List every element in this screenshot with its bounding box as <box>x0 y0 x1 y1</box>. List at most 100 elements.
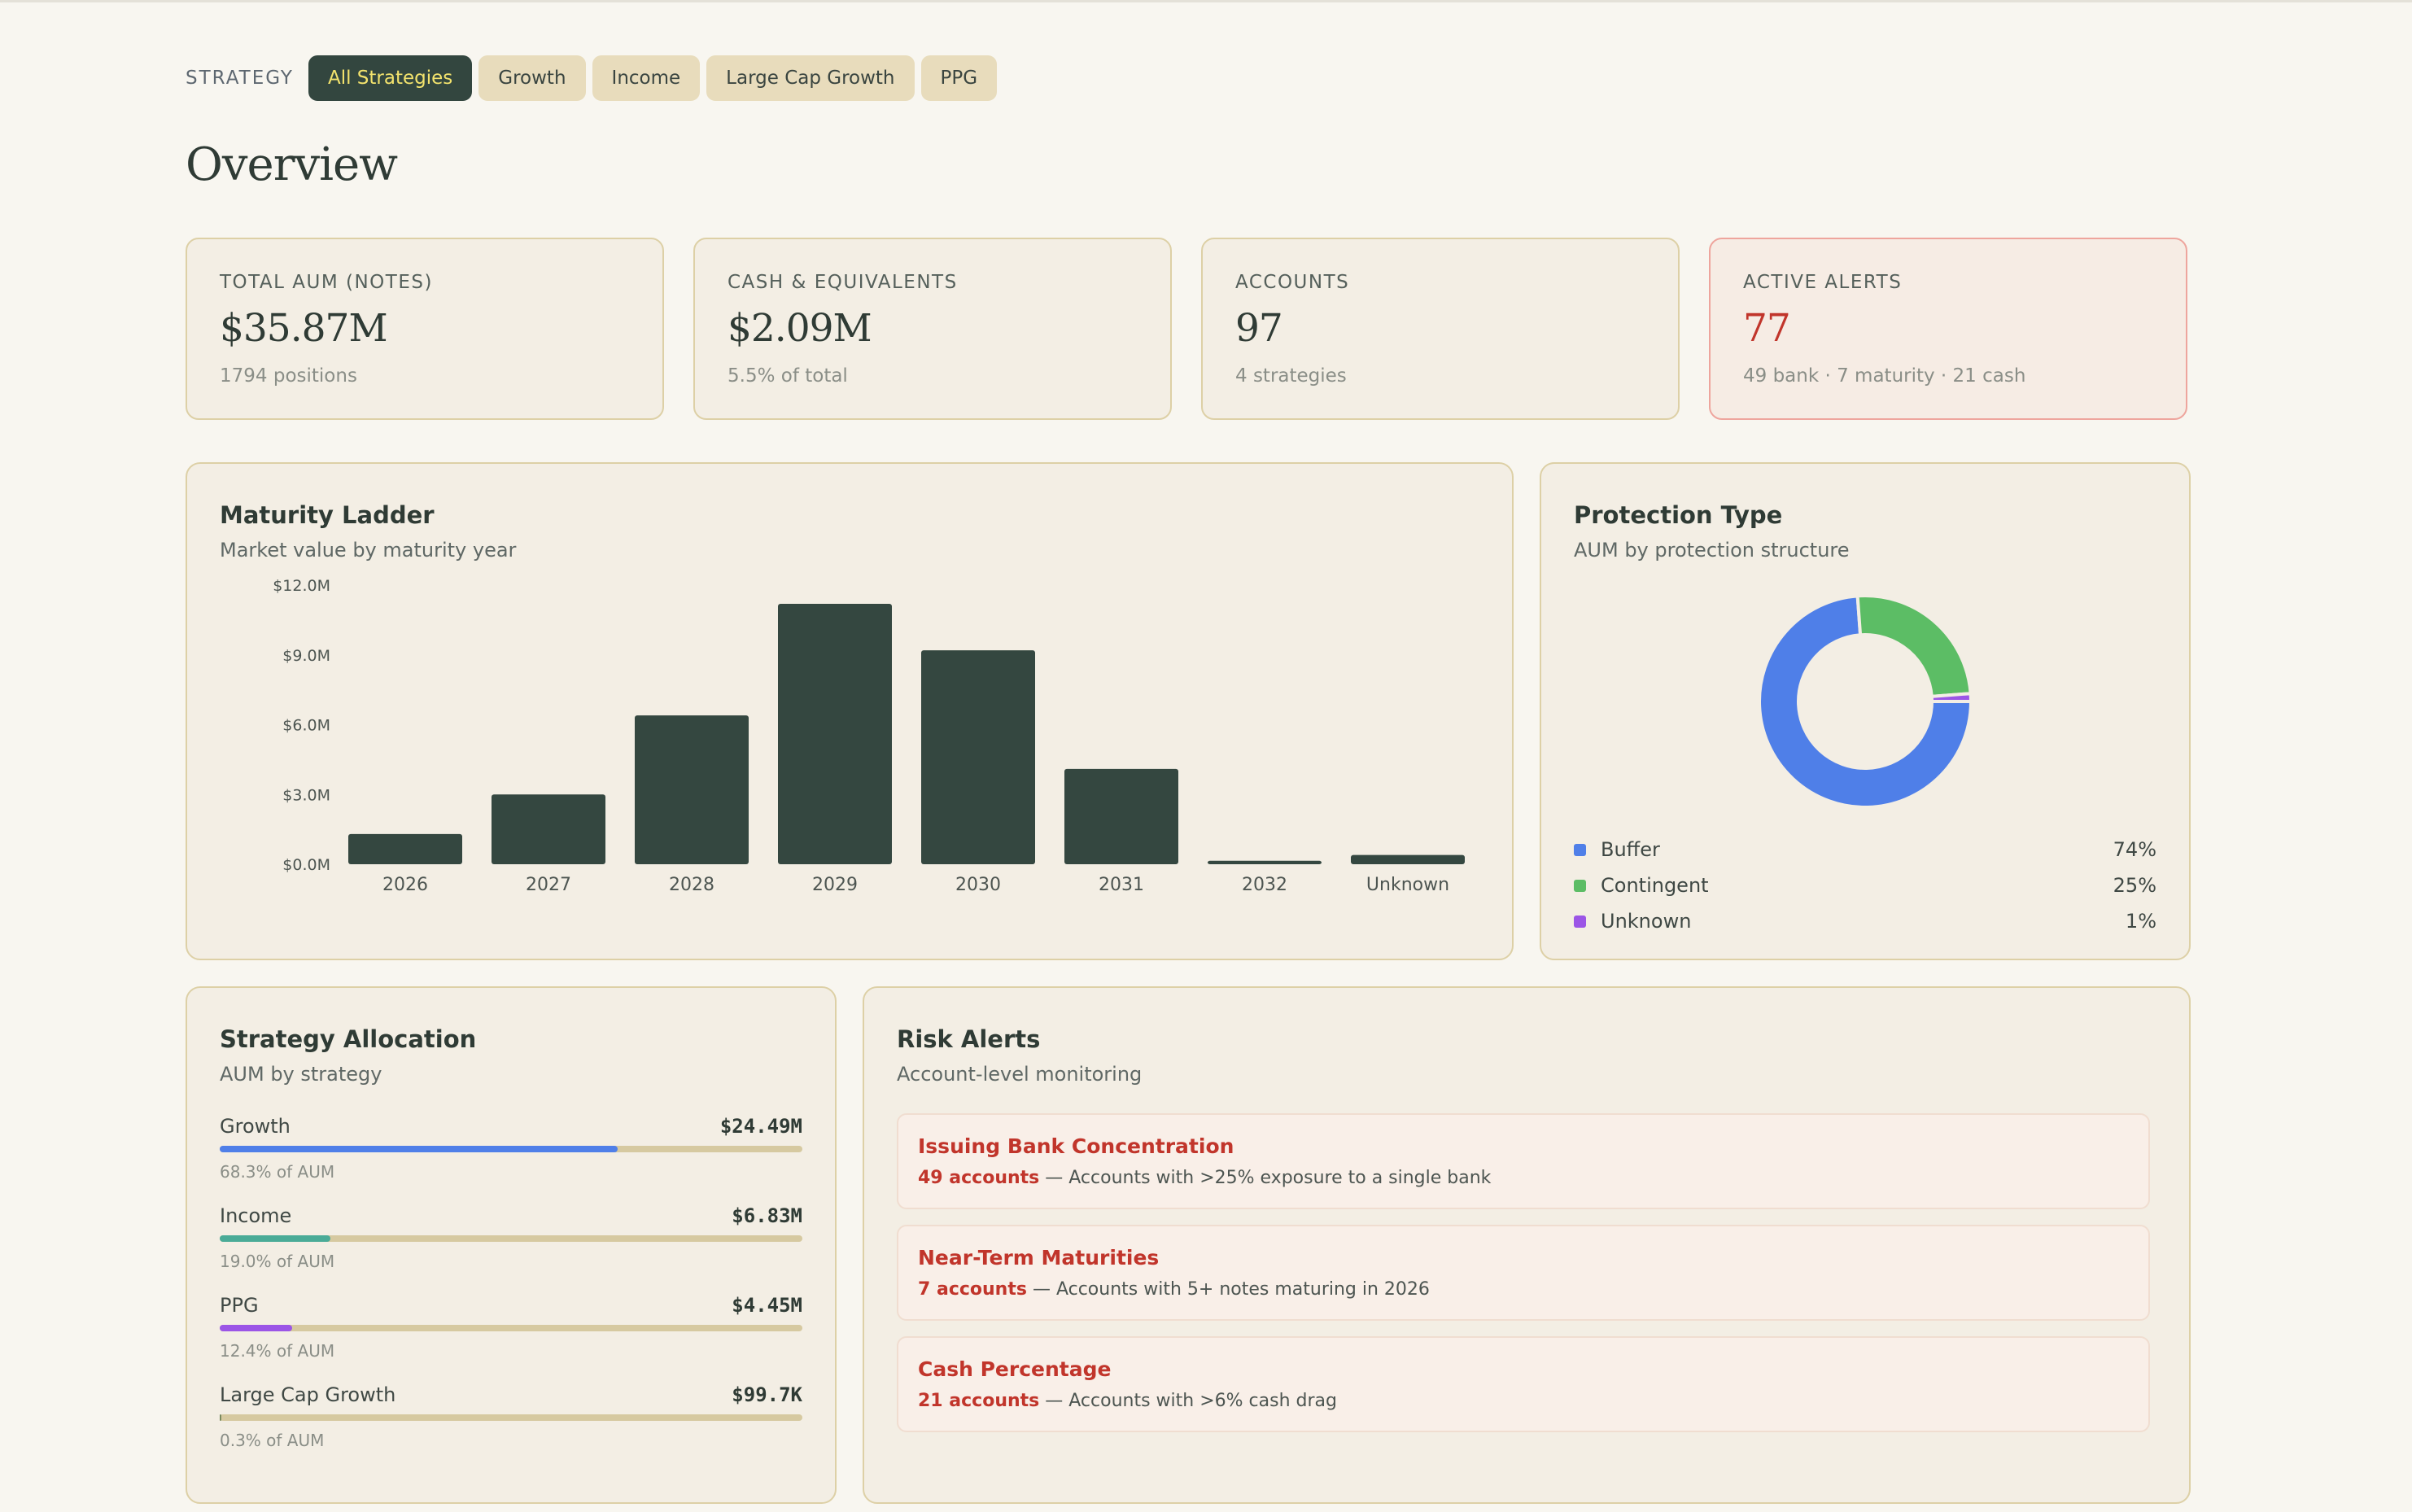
bar-2027[interactable] <box>492 794 605 864</box>
protection-donut-chart <box>1758 594 1973 809</box>
x-tick-label: 2028 <box>669 875 714 895</box>
bar-2028[interactable] <box>635 715 749 864</box>
kpi-card-cash: CASH & EQUIVALENTS $2.09M 5.5% of total <box>693 238 1172 420</box>
y-tick-label: $12.0M <box>273 577 330 595</box>
legend-label: Contingent <box>1601 874 1709 897</box>
allocation-value: $99.7K <box>732 1383 802 1406</box>
allocation-percent: 0.3% of AUM <box>220 1431 325 1450</box>
chip-growth[interactable]: Growth <box>478 55 586 101</box>
allocation-name: Income <box>220 1204 292 1227</box>
donut-slice-buffer[interactable] <box>1758 594 1973 809</box>
kpi-subtext: 49 bank · 7 maturity · 21 cash <box>1743 365 2026 387</box>
allocation-bar-track <box>220 1235 802 1242</box>
alert-title: Cash Percentage <box>918 1357 1112 1381</box>
alert-near-term-maturities[interactable]: Near-Term Maturities 7 accounts — Accoun… <box>897 1225 2150 1321</box>
kpi-card-total-aum: TOTAL AUM (NOTES) $35.87M 1794 positions <box>186 238 664 420</box>
kpi-subtext: 5.5% of total <box>728 365 848 387</box>
bar-2032[interactable] <box>1208 860 1322 864</box>
bar-2031[interactable] <box>1064 768 1178 864</box>
kpi-label: ACCOUNTS <box>1235 272 1350 293</box>
legend-percent: 1% <box>2125 910 2156 933</box>
kpi-subtext: 1794 positions <box>220 365 357 387</box>
protection-type-panel: Protection Type AUM by protection struct… <box>1540 462 2191 960</box>
kpi-card-accounts: ACCOUNTS 97 4 strategies <box>1201 238 1680 420</box>
kpi-label: CASH & EQUIVALENTS <box>728 272 958 293</box>
panel-title: Risk Alerts <box>897 1025 1041 1053</box>
bar-2029[interactable] <box>778 604 892 864</box>
top-border <box>0 0 2412 2</box>
kpi-label: TOTAL AUM (NOTES) <box>220 272 433 293</box>
strategy-filter-label: STRATEGY <box>186 68 294 89</box>
x-tick-label: 2027 <box>526 875 571 895</box>
allocation-value: $6.83M <box>732 1204 802 1227</box>
alert-issuing-bank-concentration[interactable]: Issuing Bank Concentration 49 accounts —… <box>897 1113 2150 1209</box>
kpi-value: $2.09M <box>728 306 872 351</box>
x-tick-label: 2029 <box>812 875 858 895</box>
alert-title: Issuing Bank Concentration <box>918 1134 1234 1158</box>
legend-item-contingent: Contingent 25% <box>1574 867 2156 903</box>
allocation-bar-track <box>220 1146 802 1152</box>
panel-subtitle: AUM by protection structure <box>1574 539 1850 562</box>
legend-swatch <box>1574 879 1586 892</box>
bar-unknown[interactable] <box>1351 854 1465 864</box>
allocation-percent: 12.4% of AUM <box>220 1341 335 1361</box>
legend-percent: 74% <box>2113 838 2156 861</box>
kpi-value: 97 <box>1235 306 1283 351</box>
legend-swatch <box>1574 843 1586 856</box>
strategy-filter: STRATEGY All Strategies Growth Income La… <box>186 55 1003 101</box>
alert-detail: 7 accounts — Accounts with 5+ notes matu… <box>918 1279 2148 1300</box>
alert-detail: 49 accounts — Accounts with >25% exposur… <box>918 1168 2148 1188</box>
allocation-bar-fill <box>220 1235 331 1242</box>
panel-title: Maturity Ladder <box>220 501 435 529</box>
kpi-card-active-alerts: ACTIVE ALERTS 77 49 bank · 7 maturity · … <box>1709 238 2187 420</box>
bar-2030[interactable] <box>921 650 1035 864</box>
donut-legend: Buffer 74% Contingent 25% Unknown 1% <box>1574 832 2156 939</box>
legend-label: Unknown <box>1601 910 1692 933</box>
alert-description: — Accounts with 5+ notes maturing in 202… <box>1026 1279 1430 1300</box>
allocation-percent: 68.3% of AUM <box>220 1162 335 1182</box>
panel-subtitle: Account-level monitoring <box>897 1063 1143 1086</box>
bar-2026[interactable] <box>348 833 462 864</box>
x-tick-label: 2032 <box>1242 875 1287 895</box>
allocation-value: $4.45M <box>732 1294 802 1317</box>
legend-label: Buffer <box>1601 838 1660 861</box>
legend-item-buffer: Buffer 74% <box>1574 832 2156 867</box>
allocation-bar-fill <box>220 1325 292 1331</box>
kpi-label: ACTIVE ALERTS <box>1743 272 1903 293</box>
allocation-name: Large Cap Growth <box>220 1383 396 1406</box>
chip-ppg[interactable]: PPG <box>920 55 998 101</box>
donut-slice-contingent[interactable] <box>1855 594 1973 698</box>
allocation-value: $24.49M <box>719 1115 802 1138</box>
allocation-percent: 19.0% of AUM <box>220 1252 335 1271</box>
panel-title: Protection Type <box>1574 501 1783 529</box>
alert-title: Near-Term Maturities <box>918 1246 1160 1269</box>
alert-cash-percentage[interactable]: Cash Percentage 21 accounts — Accounts w… <box>897 1336 2150 1432</box>
y-tick-label: $0.0M <box>282 856 330 874</box>
panel-subtitle: AUM by strategy <box>220 1063 382 1086</box>
allocation-bar-track <box>220 1325 802 1331</box>
chip-large-cap-growth[interactable]: Large Cap Growth <box>706 55 915 101</box>
alert-count[interactable]: 7 accounts <box>918 1279 1027 1300</box>
y-tick-label: $3.0M <box>282 786 330 804</box>
page-title: Overview <box>186 138 398 191</box>
x-tick-label: Unknown <box>1366 875 1449 895</box>
y-tick-label: $9.0M <box>282 647 330 665</box>
allocation-bar-fill <box>220 1414 222 1421</box>
x-tick-label: 2031 <box>1099 875 1144 895</box>
donut-slice-unknown[interactable] <box>1929 692 1973 703</box>
alert-count[interactable]: 21 accounts <box>918 1391 1040 1411</box>
maturity-ladder-panel: Maturity Ladder Market value by maturity… <box>186 462 1514 960</box>
allocation-name: Growth <box>220 1115 291 1138</box>
chip-all-strategies[interactable]: All Strategies <box>308 55 473 101</box>
x-tick-label: 2026 <box>382 875 428 895</box>
x-tick-label: 2030 <box>955 875 1001 895</box>
alert-count[interactable]: 49 accounts <box>918 1168 1040 1188</box>
chip-income[interactable]: Income <box>592 55 701 101</box>
allocation-bar-track <box>220 1414 802 1421</box>
legend-swatch <box>1574 915 1586 928</box>
panel-title: Strategy Allocation <box>220 1025 477 1053</box>
risk-alerts-panel: Risk Alerts Account-level monitoring Iss… <box>863 986 2191 1504</box>
allocation-name: PPG <box>220 1294 259 1317</box>
kpi-value: $35.87M <box>220 306 388 351</box>
legend-item-unknown: Unknown 1% <box>1574 903 2156 939</box>
